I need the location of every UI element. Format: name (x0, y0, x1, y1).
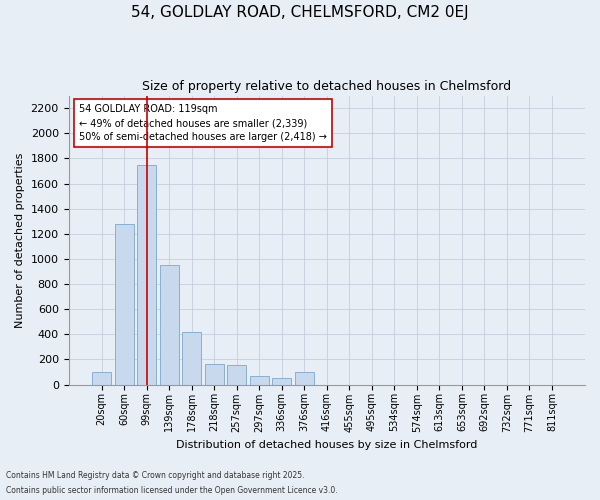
Bar (92, 372, 111, 384)
X-axis label: Distribution of detached houses by size in Chelmsford: Distribution of detached houses by size … (176, 440, 478, 450)
Bar (137, 164, 156, 384)
Bar (205, 364, 224, 384)
Bar (115, 224, 134, 384)
Bar (227, 365, 246, 384)
Bar (250, 376, 269, 384)
Text: Contains public sector information licensed under the Open Government Licence v3: Contains public sector information licen… (6, 486, 338, 495)
Text: Contains HM Land Registry data © Crown copyright and database right 2025.: Contains HM Land Registry data © Crown c… (6, 471, 305, 480)
Title: Size of property relative to detached houses in Chelmsford: Size of property relative to detached ho… (142, 80, 511, 93)
Bar (272, 378, 291, 384)
Bar (160, 265, 179, 384)
Y-axis label: Number of detached properties: Number of detached properties (15, 152, 25, 328)
Bar (295, 372, 314, 384)
Text: 54 GOLDLAY ROAD: 119sqm
← 49% of detached houses are smaller (2,339)
50% of semi: 54 GOLDLAY ROAD: 119sqm ← 49% of detache… (79, 104, 327, 142)
Bar (182, 332, 201, 384)
Text: 54, GOLDLAY ROAD, CHELMSFORD, CM2 0EJ: 54, GOLDLAY ROAD, CHELMSFORD, CM2 0EJ (131, 5, 469, 20)
